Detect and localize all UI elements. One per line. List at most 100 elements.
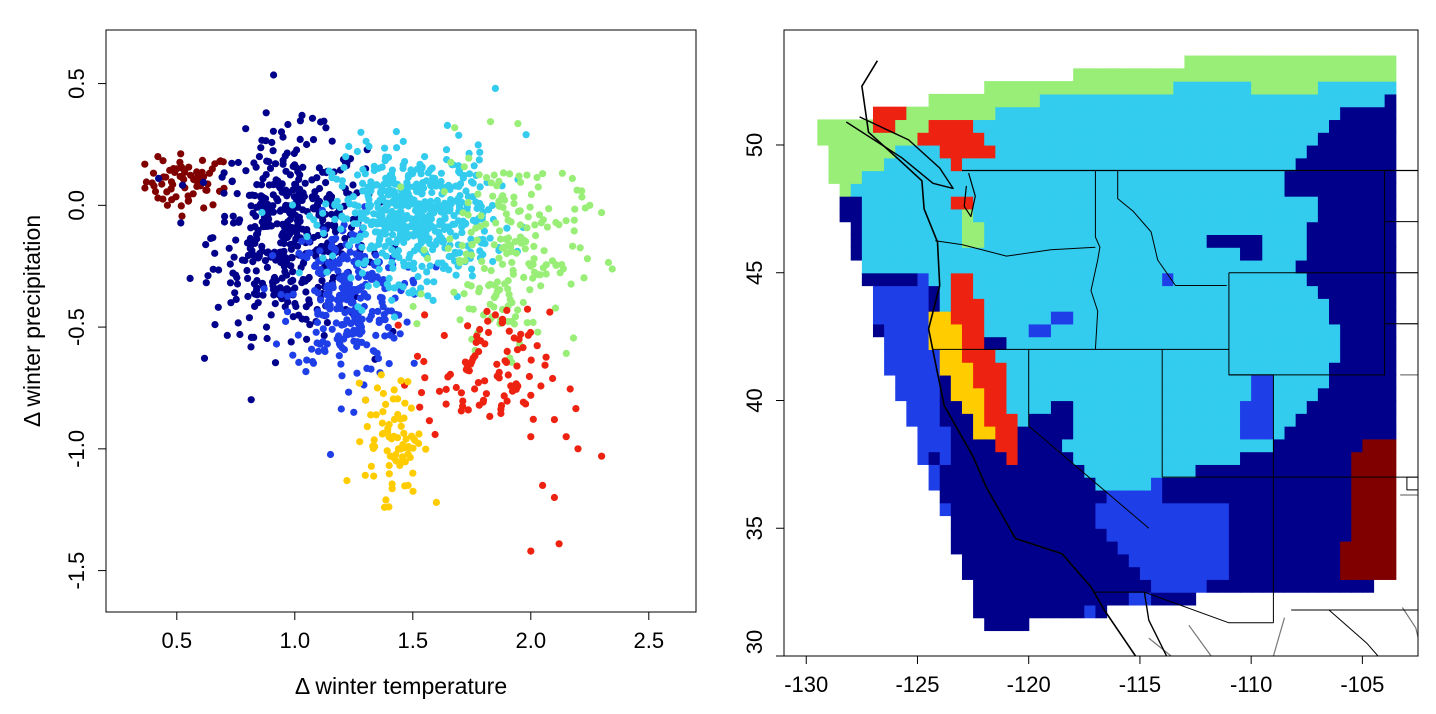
scatter-point [537,219,546,227]
scatter-point [291,299,299,308]
map-grid-cell [950,336,963,350]
map-grid-cell [984,93,996,108]
map-grid-cell [1306,272,1319,287]
scatter-point [261,257,269,265]
scatter-point [510,199,518,208]
map-y-tick-label: 30 [742,630,767,654]
map-grid-cell [1017,438,1030,453]
scatter-point [451,124,459,132]
scatter-point [292,164,300,172]
map-grid-cell [1329,541,1341,555]
map-grid-cell [950,183,963,197]
map-grid-cell [1373,336,1386,350]
scatter-point [293,146,301,154]
map-grid-cell [1340,451,1352,465]
map-grid-cell [1240,387,1252,402]
map-grid-cell [1195,208,1208,223]
map-grid-cell [1306,438,1319,453]
map-grid-cell [939,119,952,133]
map-grid-cell [1095,451,1108,465]
map-grid-cell [1273,489,1286,504]
map-grid-cell [1184,541,1197,555]
map-grid-cell [895,374,907,389]
scatter-point [574,445,582,453]
map-grid-cell [1106,464,1119,478]
map-grid-cell [1017,387,1030,402]
map-grid-cell [917,208,930,223]
map-grid-cell [1284,247,1297,261]
scatter-point [227,299,235,307]
map-grid-cell [1017,515,1030,529]
map-grid-cell [928,413,941,427]
map-grid-cell [1329,489,1341,504]
scatter-x-tick-label: 1.0 [280,628,311,653]
map-grid-cell [1006,541,1019,555]
map-grid-cell [1240,272,1252,287]
scatter-point [358,306,366,314]
map-grid-cell [1206,451,1219,465]
scatter-point [385,187,393,195]
map-grid-cell [1106,272,1119,287]
map-grid-cell [1184,489,1197,504]
map-grid-cell [1351,68,1363,82]
map-grid-cell [1295,106,1308,121]
map-grid-cell [1206,311,1219,325]
map-grid-cell [928,247,941,261]
scatter-point [302,315,310,323]
map-grid-cell [1139,477,1152,491]
map-grid-cell [1073,132,1085,146]
scatter-point [223,331,231,339]
map-grid-cell [1195,196,1208,210]
map-grid-cell [1028,157,1041,172]
scatter-point [550,416,559,424]
map-grid-cell [1351,553,1363,568]
scatter-point [437,177,445,186]
map-grid-cell [1306,68,1319,82]
map-grid-cell [1151,106,1163,121]
scatter-point [378,419,386,427]
map-grid-cell [1162,336,1174,350]
map-grid-cell [917,234,930,248]
map-grid-cell [1039,400,1052,414]
map-grid-cell [1295,170,1308,184]
map-frame [783,29,1419,657]
map-grid-cell [1262,247,1274,261]
map-grid-cell [984,515,996,529]
map-grid-cell [1195,400,1208,414]
scatter-point [414,242,422,250]
scatter-point [364,192,372,201]
map-grid-cell [1106,119,1119,133]
map-grid-cell [1206,477,1219,491]
scatter-point [338,284,346,292]
map-grid-cell [1262,541,1274,555]
map-grid-cell [1117,502,1130,517]
scatter-point [385,274,393,282]
map-grid-cell [1262,438,1274,453]
map-grid-cell [1050,285,1063,299]
map-grid-cell [1017,426,1030,440]
scatter-point [286,215,295,223]
map-grid-cell [1329,221,1341,236]
scatter-point [467,178,476,186]
map-grid-cell [1028,515,1041,529]
scatter-point [287,278,295,286]
map-grid-cell [939,502,952,517]
map-grid-cell [1340,579,1352,593]
map-grid-cell [1262,451,1274,465]
scatter-point [399,164,407,172]
map-grid-cell [1062,387,1074,402]
map-grid-cell [1329,413,1341,427]
scatter-point [379,408,387,416]
scatter-point [385,180,393,188]
map-grid-cell [1006,298,1019,312]
map-grid-cell [973,566,985,580]
scatter-point [410,279,418,287]
map-grid-cell [973,93,985,108]
map-grid-cell [950,285,963,299]
map-grid-cell [1006,81,1019,95]
map-grid-cell [1206,374,1219,389]
map-grid-cell [1017,362,1030,376]
map-grid-cell [1184,400,1197,414]
map-grid-cell [1073,515,1085,529]
map-grid-cell [1084,196,1097,210]
